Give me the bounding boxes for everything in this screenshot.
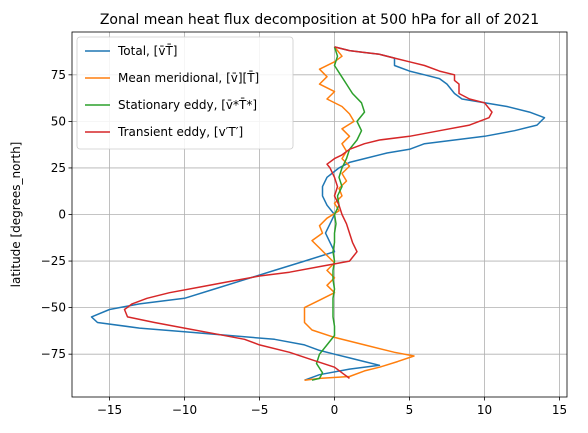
y-tick-label: 50: [51, 114, 66, 128]
y-tick-label: −25: [41, 254, 66, 268]
x-tick-label: 0: [331, 403, 339, 417]
x-axis: −15 −10 −5 0 5 10 15: [97, 397, 567, 417]
y-axis-label: latitude [degrees_north]: [9, 142, 23, 288]
grid: [72, 32, 567, 397]
x-tick-label: −15: [97, 403, 122, 417]
y-tick-label: 75: [51, 68, 66, 82]
y-tick-label: −75: [41, 347, 66, 361]
series-lines: [90, 46, 546, 381]
legend-box: [76, 36, 294, 150]
y-tick-label: −50: [41, 301, 66, 315]
legend: Total, [v̄T̄] Mean meridional, [v̄][T̄] St…: [76, 36, 294, 150]
y-tick-label: 25: [51, 161, 66, 175]
x-tick-label: −10: [172, 403, 197, 417]
legend-label: Mean meridional, [v̄][T̄]: [118, 71, 259, 85]
y-axis: −75 −50 −25 0 25 50 75: [41, 68, 72, 361]
legend-label: Transient eddy, [v′T′]: [117, 125, 243, 139]
y-tick-label: 0: [58, 208, 66, 222]
legend-label: Stationary eddy, [v̄*T̄*]: [118, 98, 257, 112]
chart-title: Zonal mean heat flux decomposition at 50…: [100, 12, 539, 28]
x-tick-label: 10: [477, 403, 492, 417]
series-line-1: [303, 46, 415, 381]
x-tick-label: 15: [552, 403, 567, 417]
x-tick-label: 5: [406, 403, 414, 417]
x-tick-label: −5: [251, 403, 269, 417]
series-line-2: [311, 46, 366, 381]
legend-label: Total, [v̄T̄]: [117, 44, 177, 58]
series-line-0: [90, 46, 546, 381]
series-line-3: [123, 46, 493, 380]
